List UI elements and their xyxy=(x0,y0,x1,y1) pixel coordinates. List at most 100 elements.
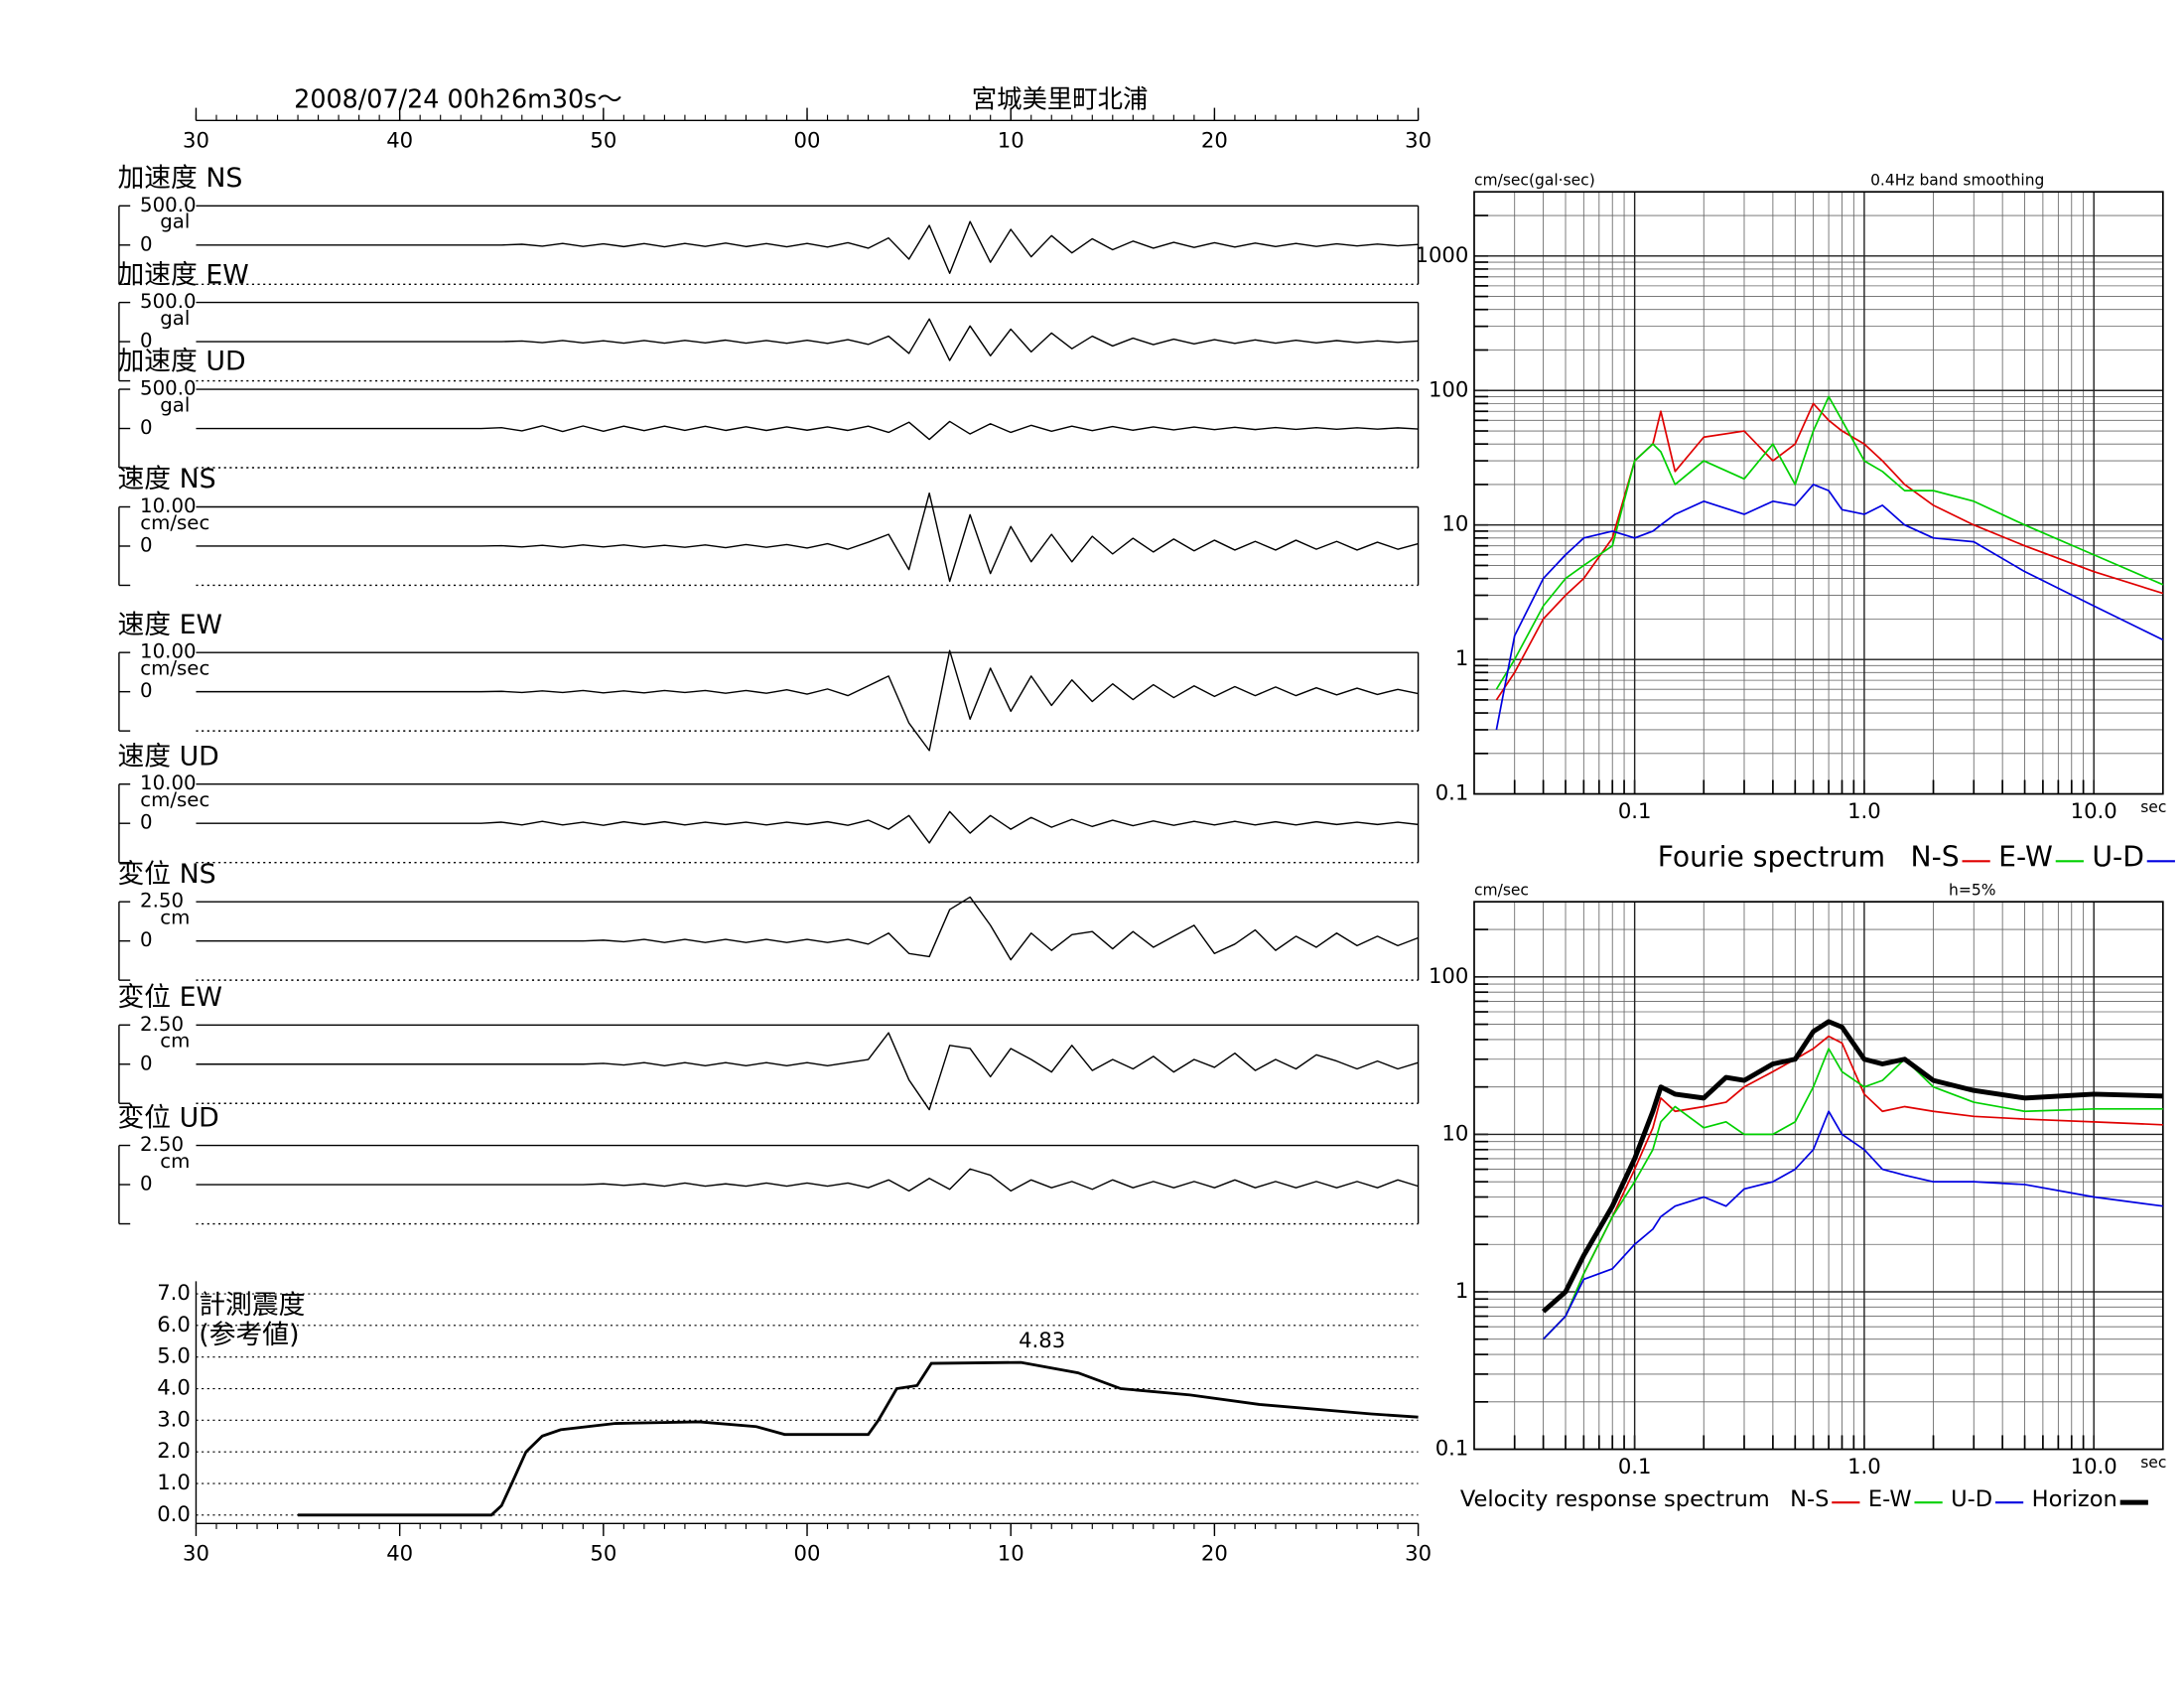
waveform xyxy=(196,1032,1419,1111)
unit-label: cm/sec xyxy=(140,511,209,534)
x-tick-label: 10.0 xyxy=(2071,798,2117,823)
x-tick-label: 30 xyxy=(183,1540,209,1565)
panel-label: 速度 UD xyxy=(117,741,218,772)
y-tick-label: 1 xyxy=(1455,1278,1468,1303)
x-tick-label: 1.0 xyxy=(1847,798,1881,823)
waveform xyxy=(196,492,1419,583)
y-tick-label: 0 xyxy=(140,928,153,951)
y-tick-label: 0 xyxy=(140,1173,153,1196)
panel-label: 加速度 EW xyxy=(117,259,248,290)
unit-label: cm xyxy=(160,1150,190,1173)
intensity-title: 計測震度 xyxy=(199,1290,305,1321)
x-tick-label: 10 xyxy=(998,1540,1024,1565)
y-tick-label: 7.0 xyxy=(157,1280,191,1305)
legend-label: Horizon xyxy=(2032,1486,2117,1512)
y-tick-label: 100 xyxy=(1429,376,1468,401)
legend-label: E-W xyxy=(1868,1486,1912,1512)
spectrum-line xyxy=(1495,484,2164,731)
y-tick-label: 5.0 xyxy=(157,1343,191,1368)
annotation: h=5% xyxy=(1949,881,1995,899)
panel-label: 変位 UD xyxy=(117,1102,218,1133)
y-tick-label: 4.0 xyxy=(157,1375,191,1400)
y-tick-label: 10.00 xyxy=(140,640,197,663)
y-axis-label: cm/sec xyxy=(1474,881,1529,899)
x-tick-label: 50 xyxy=(590,1540,616,1565)
x-tick-label: 20 xyxy=(1201,127,1228,152)
unit-label: gal xyxy=(160,211,190,233)
legend-label: N-S xyxy=(1790,1486,1829,1512)
x-tick-label: 00 xyxy=(794,127,821,152)
y-tick-label: 0 xyxy=(140,679,153,702)
unit-label: cm/sec xyxy=(140,788,209,811)
y-tick-label: 10.00 xyxy=(140,494,197,517)
x-tick-label: 10 xyxy=(998,127,1024,152)
legend-label: E-W xyxy=(1998,840,2053,873)
y-tick-label: 2.50 xyxy=(140,1013,184,1036)
spectrum-line xyxy=(1541,1019,2163,1314)
waveform xyxy=(196,318,1419,361)
y-tick-label: 0.1 xyxy=(1435,1436,1469,1461)
waveform xyxy=(196,810,1419,844)
x-tick-label: 0.1 xyxy=(1618,798,1652,823)
y-tick-label: 2.0 xyxy=(157,1438,191,1463)
x-tick-label: 50 xyxy=(590,127,616,152)
x-tick-label: 40 xyxy=(386,127,413,152)
y-tick-label: 1 xyxy=(1455,645,1468,670)
panel-label: 変位 NS xyxy=(117,859,215,890)
unit-label: cm xyxy=(160,1030,190,1053)
y-tick-label: 0 xyxy=(140,533,153,556)
y-tick-label: 500.0 xyxy=(140,194,197,216)
y-tick-label: 2.50 xyxy=(140,890,184,913)
plot-frame xyxy=(1473,901,2164,1451)
x-tick-label: 30 xyxy=(1405,1540,1432,1565)
legend-label: N-S xyxy=(1911,840,1960,873)
y-tick-label: 0 xyxy=(140,416,153,439)
peak-label: 4.83 xyxy=(1019,1328,1065,1352)
panel-label: 加速度 NS xyxy=(117,163,242,194)
panel-label: 加速度 UD xyxy=(117,347,245,377)
spectrum-line xyxy=(1542,1035,2163,1340)
y-tick-label: 0.1 xyxy=(1435,780,1469,805)
y-tick-label: 10 xyxy=(1441,1120,1468,1145)
legend-title: Velocity response spectrum xyxy=(1460,1486,1770,1512)
x-tick-label: 0.1 xyxy=(1618,1454,1652,1478)
y-tick-label: 6.0 xyxy=(157,1312,191,1336)
y-tick-label: 3.0 xyxy=(157,1406,191,1431)
y-tick-label: 1000 xyxy=(1416,242,1469,267)
x-axis-label: sec xyxy=(2140,798,2166,816)
x-tick-label: 10.0 xyxy=(2071,1454,2117,1478)
y-tick-label: 2.50 xyxy=(140,1133,184,1156)
waveform xyxy=(196,420,1419,441)
unit-label: gal xyxy=(160,307,190,330)
panel-label: 速度 NS xyxy=(117,464,215,494)
y-tick-label: 10.00 xyxy=(140,772,197,794)
waveform xyxy=(196,1168,1419,1193)
x-tick-label: 20 xyxy=(1201,1540,1228,1565)
x-tick-label: 30 xyxy=(1405,127,1432,152)
legend-label: U-D xyxy=(2092,840,2144,873)
legend-label: U-D xyxy=(1951,1486,1992,1512)
panel-label: 速度 EW xyxy=(117,610,221,640)
x-tick-label: 30 xyxy=(183,127,209,152)
legend-title: Fourie spectrum xyxy=(1658,840,1885,873)
y-axis-label: cm/sec(gal·sec) xyxy=(1474,171,1595,189)
y-tick-label: 0 xyxy=(140,811,153,834)
spectrum-line xyxy=(1495,395,2164,690)
spectrum-line xyxy=(1495,402,2164,701)
y-tick-label: 0 xyxy=(140,1052,153,1074)
unit-label: cm/sec xyxy=(140,657,209,680)
y-tick-label: 500.0 xyxy=(140,377,197,400)
x-tick-label: 00 xyxy=(794,1540,821,1565)
y-tick-label: 1.0 xyxy=(157,1470,191,1494)
y-tick-label: 0 xyxy=(140,232,153,255)
y-tick-label: 0.0 xyxy=(157,1501,191,1526)
y-tick-label: 100 xyxy=(1429,963,1468,988)
x-tick-label: 1.0 xyxy=(1847,1454,1881,1478)
y-tick-label: 0 xyxy=(140,330,153,352)
waveform xyxy=(196,649,1419,752)
annotation: 0.4Hz band smoothing xyxy=(1870,171,2044,189)
y-tick-label: 500.0 xyxy=(140,290,197,313)
intensity-line xyxy=(298,1360,1419,1517)
unit-label: gal xyxy=(160,393,190,416)
